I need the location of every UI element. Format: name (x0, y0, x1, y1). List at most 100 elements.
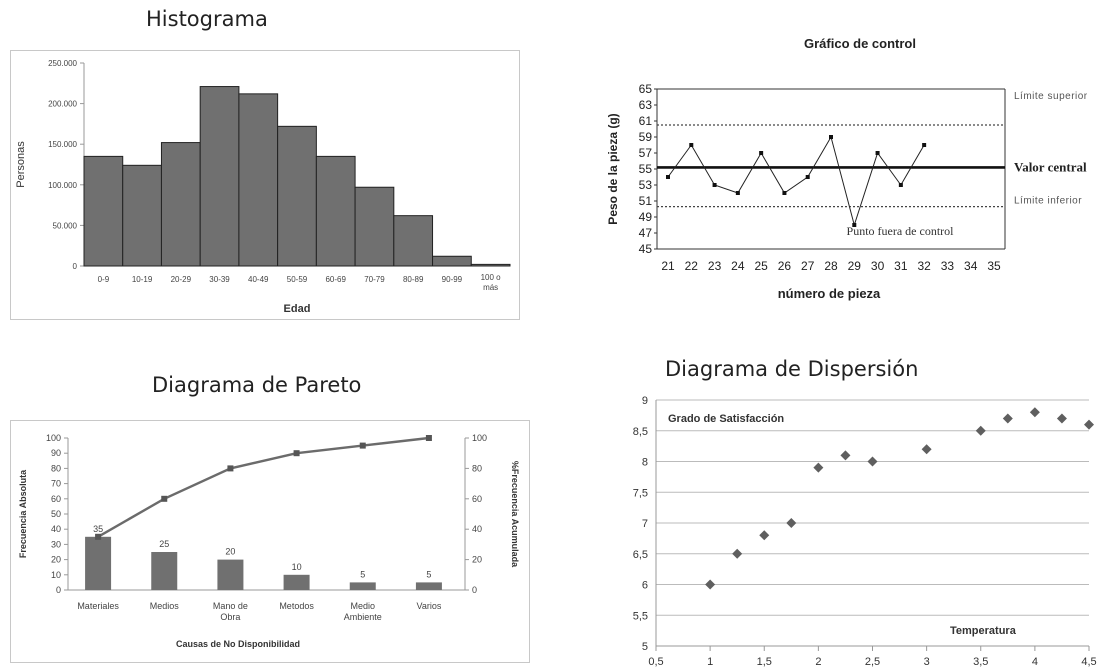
histogram-bar (199, 86, 240, 267)
pareto-x-tick-label: Ambiente (344, 612, 382, 622)
control-point (805, 175, 810, 179)
scatter-point (813, 462, 824, 473)
pareto-y-tick-label: 20 (51, 555, 61, 565)
scatter-x-tick-label: 3 (924, 656, 930, 668)
control-y-tick-label: 57 (639, 146, 653, 160)
histogram-bar (238, 93, 279, 267)
histogram-bar (160, 142, 201, 267)
control-y-tick-label: 59 (639, 130, 653, 144)
scatter-y-label: Grado de Satisfacción (668, 413, 784, 425)
scatter-point (975, 425, 986, 436)
pareto-title: Diagrama de Pareto (152, 373, 362, 397)
scatter-point (1056, 413, 1067, 424)
pareto-x-tick-label: Mano de (213, 601, 248, 611)
scatter-point (786, 518, 797, 528)
control-x-tick-label: 25 (754, 259, 768, 273)
control-point (829, 135, 833, 139)
histogram-y-tick-label: 0 (73, 262, 78, 271)
pareto-cumulative-line (97, 436, 430, 538)
scatter-y-tick-label: 7,5 (633, 487, 648, 499)
control-x-tick-label: 22 (685, 259, 699, 273)
pareto-bar (283, 574, 310, 590)
pareto-y2-tick-label: 40 (472, 524, 482, 534)
pareto-data-label: 35 (93, 524, 103, 534)
control-y-tick-label: 47 (639, 226, 653, 240)
pareto-y-tick-label: 10 (51, 570, 61, 580)
scatter-y-tick-label: 5 (642, 641, 648, 653)
pareto-y2-tick-label: 100 (472, 433, 487, 443)
control-center-label: Valor central (1014, 159, 1087, 174)
pareto-y-tick-label: 100 (46, 433, 61, 443)
control-point (666, 175, 670, 179)
scatter-x-tick-label: 3,5 (973, 656, 988, 668)
scatter-chart: 5 5,5 6 6,5 7 7,5 8 8,5 9 0,5 1 1,5 2 2,5 3 3,5 4 4,5 Grad… (633, 395, 1097, 668)
control-x-tick-label: 26 (778, 259, 792, 273)
control-y-tick-label: 63 (639, 98, 653, 112)
pareto-cumulative-marker (293, 450, 300, 457)
pareto-chart: 0 10 20 30 40 50 60 70 80 90 100 0 20 40 60 80 100 35 25 20… (10, 420, 530, 663)
histogram-bar (122, 164, 162, 267)
histogram-x-tick-label: 80-89 (403, 275, 424, 284)
histogram-x-tick-label: 0-9 (98, 275, 110, 284)
pareto-y2-tick-label: 20 (472, 555, 482, 565)
histogram-chart: 0 50.000 100.000 150.000 200.000 250.000 0-9 10… (10, 50, 520, 320)
pareto-cumulative-marker (161, 495, 168, 502)
control-lower-label: Límite inferior (1014, 196, 1082, 207)
pareto-bar (151, 552, 178, 590)
pareto-bar (85, 536, 112, 590)
scatter-y-tick-label: 7 (642, 518, 648, 530)
control-x-tick-label: 29 (848, 259, 862, 273)
pareto-data-label: 5 (360, 569, 365, 579)
scatter-y-tick-label: 8,5 (633, 426, 648, 438)
pareto-y-tick-label: 80 (51, 463, 61, 473)
histogram-x-tick-label: más (483, 283, 498, 292)
pareto-cumulative-marker (425, 435, 432, 441)
control-y-tick-label: 55 (639, 162, 653, 176)
scatter-point (759, 530, 770, 541)
histogram-y-tick-label: 100.000 (48, 181, 77, 190)
histogram-y-tick-label: 200.000 (48, 100, 77, 109)
control-title: Gráfico de control (804, 36, 916, 51)
scatter-x-tick-label: 4,5 (1081, 656, 1096, 668)
control-y-tick-label: 49 (639, 210, 653, 224)
pareto-y-label: Frecuencia Absoluta (18, 469, 28, 558)
histogram-x-tick-label: 90-99 (442, 275, 463, 284)
pareto-y-tick-label: 0 (56, 585, 61, 595)
histogram-bar (277, 125, 317, 267)
scatter-x-tick-label: 1 (707, 656, 713, 668)
histogram-x-tick-label: 100 o (481, 273, 502, 282)
control-point (735, 191, 740, 195)
control-x-label: número de pieza (778, 286, 881, 301)
scatter-y-tick-label: 9 (642, 395, 648, 407)
control-x-tick-label: 28 (824, 259, 838, 273)
scatter-point (732, 548, 743, 559)
scatter-y-tick-label: 6 (642, 580, 648, 592)
control-x-tick-label: 35 (987, 259, 1001, 273)
scatter-point (705, 579, 716, 590)
pareto-x-label: Causas de No Disponibilidad (176, 639, 300, 649)
scatter-x-tick-label: 0,5 (648, 656, 663, 668)
scatter-point (1084, 419, 1094, 430)
scatter-point (1002, 413, 1013, 424)
control-point (689, 143, 694, 147)
control-x-tick-label: 24 (731, 259, 745, 273)
scatter-x-tick-label: 4 (1032, 656, 1038, 668)
control-x-tick-label: 31 (894, 259, 908, 273)
control-x-tick-label: 23 (708, 259, 722, 273)
control-x-tick-label: 32 (917, 259, 931, 273)
histogram-x-tick-label: 40-49 (248, 275, 269, 284)
histogram-x-tick-label: 30-39 (209, 275, 230, 284)
pareto-y-tick-label: 60 (51, 494, 61, 504)
histogram-bar (470, 263, 511, 267)
control-series-line (667, 135, 925, 227)
scatter-x-tick-label: 1,5 (757, 656, 772, 668)
control-x-tick-label: 21 (661, 259, 675, 273)
scatter-y-tick-label: 8 (642, 457, 648, 469)
histogram-x-tick-label: 70-79 (364, 275, 385, 284)
pareto-x-tick-label: Varios (416, 601, 441, 611)
control-x-tick-label: 33 (941, 259, 955, 273)
pareto-y-tick-label: 30 (51, 539, 61, 549)
control-chart: Gráfico de control 45 47 49 51 53 55 57 59 61 63 65… (606, 36, 1087, 301)
pareto-y2-tick-label: 80 (472, 463, 482, 473)
scatter-title: Diagrama de Dispersión (665, 357, 919, 381)
